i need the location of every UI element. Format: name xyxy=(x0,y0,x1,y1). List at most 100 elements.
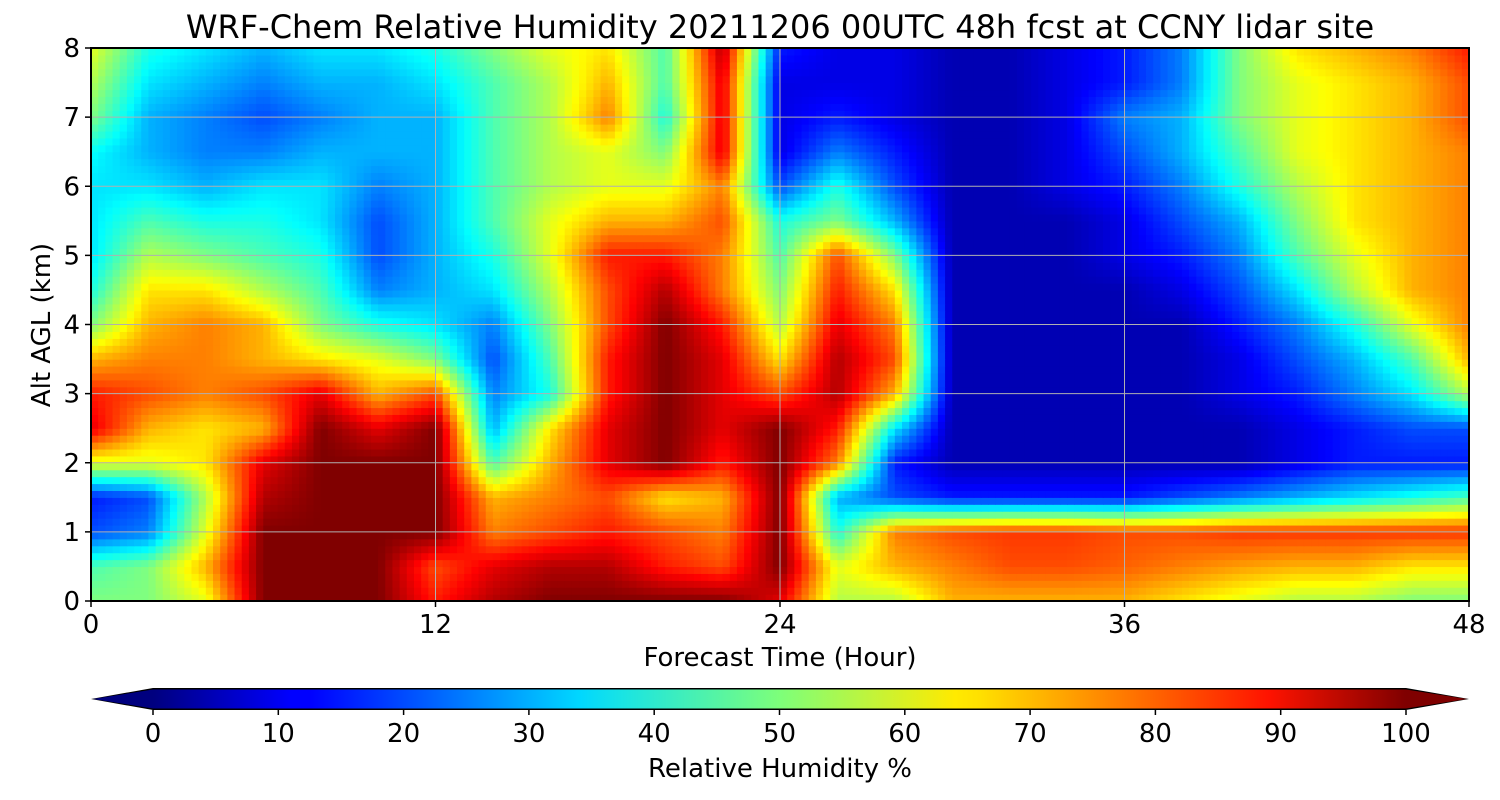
heatmap-cell xyxy=(327,545,336,554)
heatmap-cell xyxy=(758,448,767,457)
heatmap-cell xyxy=(213,428,221,436)
heatmap-cell xyxy=(966,559,975,568)
heatmap-cell xyxy=(528,573,537,581)
heatmap-cell xyxy=(98,421,106,429)
heatmap-cell xyxy=(686,483,695,491)
heatmap-cell xyxy=(1024,545,1032,554)
heatmap-cell xyxy=(815,545,824,554)
heatmap-cell xyxy=(119,504,128,512)
heatmap-cell xyxy=(1203,587,1212,595)
heatmap-cell xyxy=(1016,497,1025,505)
heatmap-cell xyxy=(1239,476,1248,485)
heatmap-cell xyxy=(744,442,752,450)
heatmap-cell xyxy=(1260,497,1269,505)
heatmap-cell xyxy=(1447,524,1456,533)
heatmap-cell xyxy=(428,573,437,581)
heatmap-cell xyxy=(457,490,465,498)
heatmap-cell xyxy=(873,448,882,457)
heatmap-cell xyxy=(866,421,874,429)
heatmap-cell xyxy=(1031,462,1039,471)
heatmap-cell xyxy=(1375,428,1384,436)
heatmap-cell xyxy=(643,511,652,519)
heatmap-cell xyxy=(399,559,408,568)
heatmap-cell xyxy=(564,469,573,478)
heatmap-cell xyxy=(1210,462,1219,471)
heatmap-cell xyxy=(557,566,566,574)
heatmap-cell xyxy=(1102,455,1111,464)
heatmap-cell xyxy=(1217,421,1226,429)
heatmap-cell xyxy=(471,490,480,498)
heatmap-cell xyxy=(1440,566,1449,574)
heatmap-cell xyxy=(191,421,200,429)
heatmap-cell xyxy=(1239,421,1248,429)
heatmap-cell xyxy=(349,469,358,478)
heatmap-cell xyxy=(478,476,487,485)
heatmap-cell xyxy=(234,573,243,581)
heatmap-cell xyxy=(370,580,379,588)
heatmap-cell xyxy=(126,421,135,429)
heatmap-cell xyxy=(1454,587,1463,595)
heatmap-cell xyxy=(492,538,501,547)
heatmap-cell xyxy=(449,483,458,491)
heatmap-cell xyxy=(1390,435,1398,443)
heatmap-cell xyxy=(851,504,860,512)
heatmap-cell xyxy=(858,490,867,498)
heatmap-cell xyxy=(557,531,566,540)
heatmap-cell xyxy=(801,587,810,595)
heatmap-cell xyxy=(787,518,795,526)
heatmap-cell xyxy=(464,594,472,601)
heatmap-cell xyxy=(91,497,99,505)
heatmap-cell xyxy=(772,448,781,457)
heatmap-cell xyxy=(823,566,831,574)
heatmap-cell xyxy=(1239,545,1248,554)
heatmap-cell xyxy=(1253,566,1262,574)
heatmap-cell xyxy=(162,504,171,512)
heatmap-cell xyxy=(270,462,279,471)
heatmap-cell xyxy=(306,435,315,443)
heatmap-cell xyxy=(256,497,264,505)
heatmap-cell xyxy=(844,531,853,540)
heatmap-cell xyxy=(126,497,135,505)
heatmap-cell xyxy=(141,448,150,457)
heatmap-cell xyxy=(1203,545,1212,554)
heatmap-cell xyxy=(1346,566,1355,574)
heatmap-cell xyxy=(772,518,781,526)
heatmap-cell xyxy=(823,538,831,547)
heatmap-cell xyxy=(980,476,989,485)
heatmap-cell xyxy=(1368,435,1377,443)
heatmap-cell xyxy=(959,497,968,505)
heatmap-cell xyxy=(887,538,896,547)
heatmap-cell xyxy=(449,594,458,601)
heatmap-cell xyxy=(607,587,616,595)
heatmap-cell xyxy=(457,435,465,443)
heatmap-cell xyxy=(564,476,573,485)
heatmap-cell xyxy=(169,448,178,457)
heatmap-cell xyxy=(1210,442,1219,450)
heatmap-cell xyxy=(1102,421,1111,429)
heatmap-cell xyxy=(126,573,135,581)
heatmap-cell xyxy=(1024,469,1032,478)
heatmap-cell xyxy=(1016,594,1025,601)
heatmap-cell xyxy=(1081,504,1090,512)
heatmap-cell xyxy=(1117,587,1126,595)
heatmap-cell xyxy=(148,469,157,478)
heatmap-cell xyxy=(1160,580,1169,588)
heatmap-cell xyxy=(91,483,99,491)
heatmap-cell xyxy=(169,504,178,512)
heatmap-cell xyxy=(830,455,839,464)
heatmap-cell xyxy=(442,531,451,540)
heatmap-cell xyxy=(1203,594,1212,601)
heatmap-cell xyxy=(1368,428,1377,436)
heatmap-cell xyxy=(1440,545,1449,554)
heatmap-cell xyxy=(579,524,587,533)
heatmap-cell xyxy=(500,587,508,595)
heatmap-cell xyxy=(1038,469,1047,478)
heatmap-cell xyxy=(930,580,939,588)
heatmap-cell xyxy=(291,442,300,450)
heatmap-cell xyxy=(1282,421,1291,429)
heatmap-cell xyxy=(392,428,401,436)
heatmap-cell xyxy=(1138,483,1147,491)
heatmap-cell xyxy=(607,497,616,505)
heatmap-cell xyxy=(751,462,760,471)
heatmap-cell xyxy=(945,455,953,464)
